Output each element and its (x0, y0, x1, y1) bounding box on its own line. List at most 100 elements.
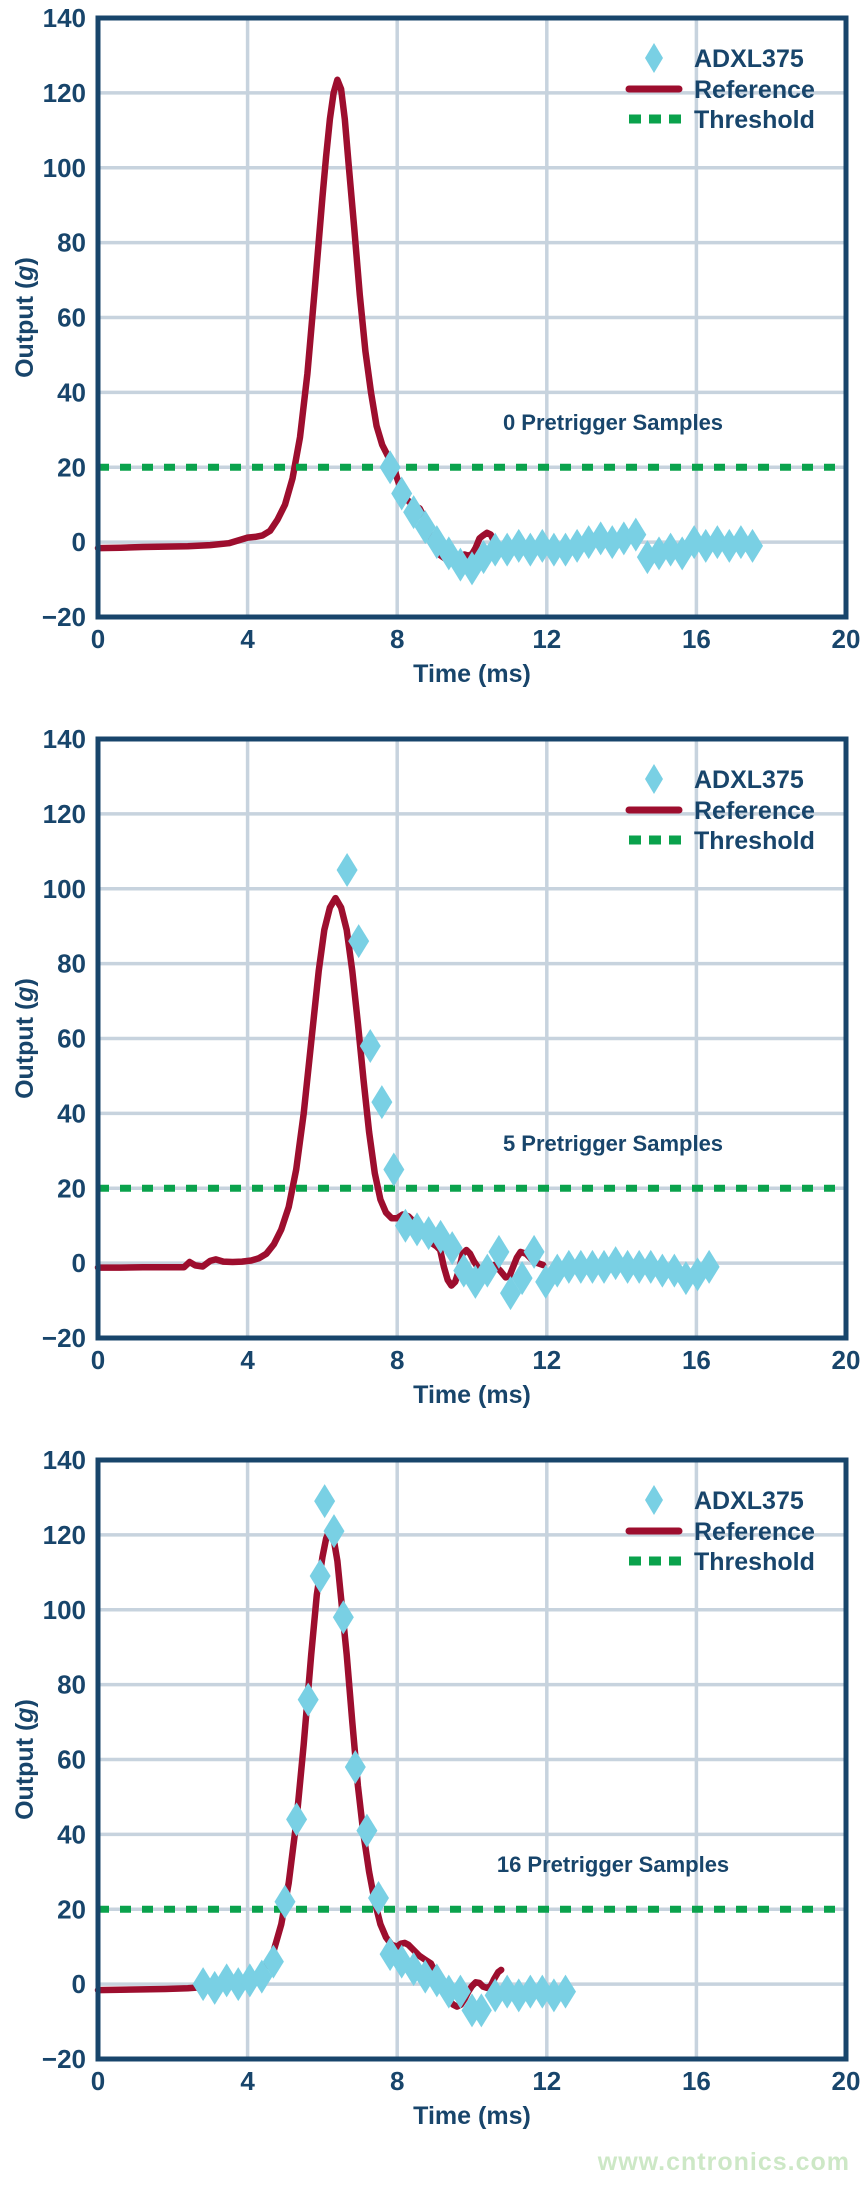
pretrigger-annotation: 0 Pretrigger Samples (503, 410, 723, 435)
y-tick-label: 20 (57, 452, 86, 482)
adxl375-point (555, 1974, 576, 2009)
x-tick-label: 8 (390, 2066, 404, 2096)
adxl375-point (543, 1978, 565, 2013)
y-tick-label: −20 (42, 1323, 86, 1353)
x-tick-label: 0 (91, 1345, 105, 1375)
adxl375-point (531, 1974, 553, 2009)
x-axis-label: Time (ms) (413, 660, 531, 688)
legend-label: Reference (694, 797, 815, 825)
legend-dash-icon (629, 114, 641, 124)
y-tick-label: 80 (57, 949, 86, 979)
legend-dash-icon (649, 114, 661, 124)
adxl375-point (348, 924, 370, 959)
x-tick-label: 4 (240, 2066, 255, 2096)
adxl375-point (441, 1231, 463, 1266)
x-tick-label: 12 (532, 624, 561, 654)
y-tick-label: 100 (43, 1595, 86, 1625)
adxl375-point (500, 1276, 522, 1311)
x-tick-label: 0 (91, 2066, 105, 2096)
y-tick-label: 140 (43, 3, 86, 33)
legend-label: Reference (694, 1518, 815, 1546)
legend-label: ADXL375 (694, 45, 804, 73)
adxl375-point (418, 1216, 440, 1251)
legend-dash-icon (649, 1556, 661, 1566)
adxl375-point (625, 517, 647, 552)
legend-label: ADXL375 (694, 766, 804, 794)
y-tick-label: 20 (57, 1894, 86, 1924)
y-tick-label: −20 (42, 602, 86, 632)
adxl375-point (438, 1974, 460, 2009)
adxl375-point (314, 1484, 336, 1519)
adxl375-point (663, 1253, 685, 1288)
adxl375-point (558, 1249, 580, 1284)
x-tick-label: 4 (240, 624, 255, 654)
y-tick-label: 20 (57, 1173, 86, 1203)
adxl375-point (488, 1234, 510, 1269)
adxl375-point (323, 1514, 345, 1549)
adxl375-point (286, 1802, 308, 1837)
y-tick-label: 100 (43, 874, 86, 904)
x-tick-label: 20 (832, 624, 861, 654)
x-axis-label: Time (ms) (413, 2102, 531, 2130)
adxl375-point (508, 1978, 530, 2013)
adxl375-point (617, 1249, 639, 1284)
legend-diamond-icon (645, 43, 663, 73)
pretrigger-annotation: 16 Pretrigger Samples (497, 1852, 729, 1877)
x-axis-label: Time (ms) (413, 1381, 531, 1409)
reference-line (94, 894, 547, 1289)
adxl375-point (251, 1959, 273, 1994)
reference-line (94, 1526, 505, 2010)
y-tick-label: 60 (57, 1024, 86, 1054)
adxl375-point (476, 1253, 498, 1288)
adxl375-point (332, 1600, 354, 1635)
y-tick-label: 40 (57, 1098, 86, 1128)
x-tick-label: 4 (240, 1345, 255, 1375)
adxl375-point (687, 1257, 709, 1292)
adxl375-point (344, 1749, 366, 1784)
adxl375-point (651, 1253, 673, 1288)
legend-label: Threshold (694, 106, 815, 134)
y-tick-label: 40 (57, 377, 86, 407)
y-tick-label: 140 (43, 1445, 86, 1475)
adxl375-point (297, 1682, 319, 1717)
x-tick-label: 16 (682, 2066, 711, 2096)
adxl375-point (698, 1249, 720, 1284)
y-tick-label: 40 (57, 1819, 86, 1849)
adxl375-point (484, 1978, 506, 2013)
x-tick-label: 8 (390, 624, 404, 654)
y-axis-label: Output (g) (11, 1699, 39, 1820)
legend-diamond-icon (645, 1485, 663, 1515)
adxl375-point (496, 1974, 518, 2009)
x-tick-label: 16 (682, 624, 711, 654)
y-axis-label: Output (g) (11, 257, 39, 378)
y-tick-label: 80 (57, 1670, 86, 1700)
x-tick-label: 20 (832, 2066, 861, 2096)
adxl375-point (519, 1974, 541, 2009)
adxl375-point (262, 1944, 284, 1979)
adxl375-point (309, 1559, 331, 1594)
adxl375-point (359, 1028, 381, 1063)
legend-dash-icon (629, 835, 641, 845)
adxl375-point (484, 532, 506, 567)
legend-dash-icon (669, 114, 681, 124)
adxl375-point (379, 1937, 401, 1972)
plot-frame (95, 15, 849, 620)
x-tick-label: 12 (532, 1345, 561, 1375)
x-tick-label: 16 (682, 1345, 711, 1375)
adxl375-point (742, 528, 763, 563)
y-tick-label: −20 (42, 2044, 86, 2074)
adxl375-point (336, 853, 358, 888)
legend-dash-icon (669, 835, 681, 845)
pretrigger-annotation: 5 Pretrigger Samples (503, 1131, 723, 1156)
legend-dash-icon (669, 1556, 681, 1566)
plot-frame (95, 736, 849, 1341)
legend-label: ADXL375 (694, 1487, 804, 1515)
adxl375-point (449, 1974, 471, 2009)
adxl375-point (274, 1884, 296, 1919)
y-tick-label: 80 (57, 228, 86, 258)
legend-diamond-icon (645, 764, 663, 794)
legend-label: Reference (694, 76, 815, 104)
